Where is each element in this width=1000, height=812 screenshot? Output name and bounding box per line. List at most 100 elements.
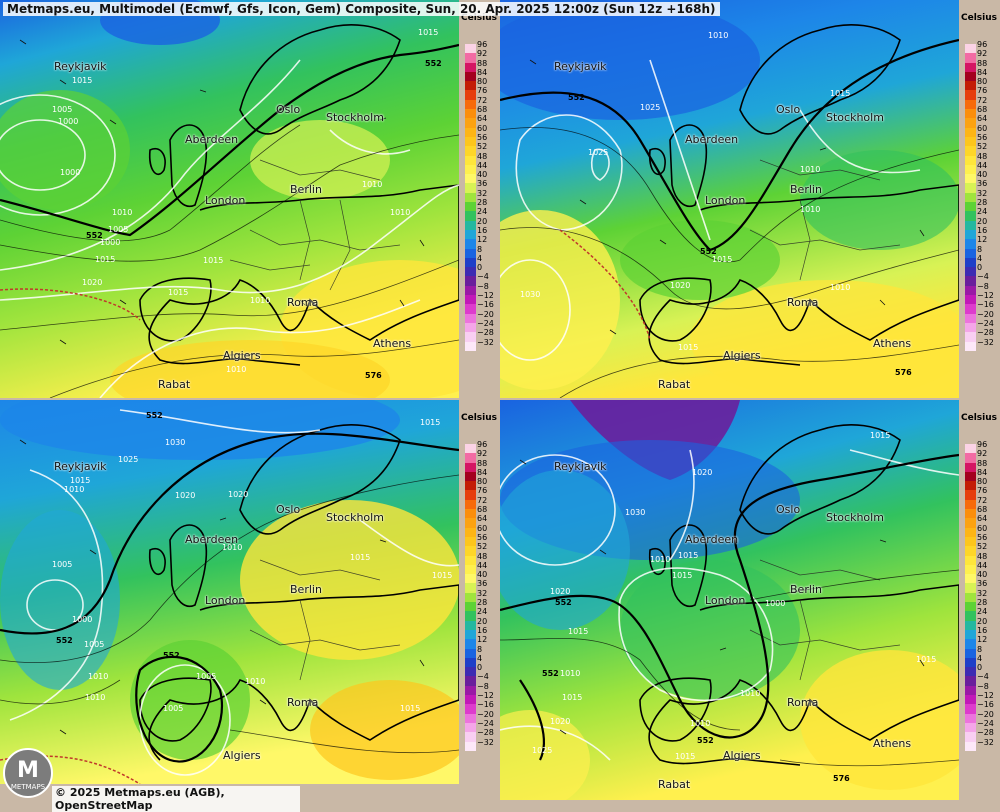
pressure-label: 1025 [118, 455, 138, 464]
legend-tick: 0 [977, 663, 983, 673]
legend-tick: 76 [477, 86, 488, 96]
legend-color-swatch [965, 211, 976, 221]
legend-tick: 88 [977, 458, 988, 468]
legend-tick: 68 [977, 505, 988, 515]
legend-tick: 24 [477, 207, 488, 217]
pressure-label: 1005 [52, 105, 72, 114]
pressure-label: 1030 [625, 508, 645, 517]
geopotential-label: 552 [700, 247, 717, 256]
pressure-label: 1030 [165, 438, 185, 447]
legend-tick: −20 [977, 309, 994, 319]
legend-tick: 64 [977, 514, 988, 524]
pressure-label: 1000 [765, 599, 785, 608]
legend-color-swatch [965, 174, 976, 184]
pressure-label: 1010 [800, 205, 820, 214]
legend-color-swatch [465, 322, 476, 333]
pressure-label: 1010 [112, 208, 132, 217]
legend-color-swatch [965, 713, 976, 723]
legend-tick: 32 [977, 588, 988, 598]
legend-color-swatch [465, 332, 476, 342]
legend-tick: 44 [477, 560, 488, 570]
legend-color-bar [465, 444, 476, 751]
legend-tick: 8 [477, 244, 483, 254]
map-panel-bottom-right[interactable]: 1020 1030 1015 1010 1015 1020 1015 1010 … [500, 400, 959, 800]
legend-color-swatch [465, 583, 476, 593]
legend-tick-labels: 96 92 88 84 80 76 72 68 64 60 56 52 48 44 40 36 32 28 24 20… [977, 40, 994, 347]
legend-tick: 16 [977, 225, 988, 235]
legend-tick: 20 [977, 216, 988, 226]
city-label-stockholm: Stockholm [826, 111, 884, 124]
legend-tick: 48 [977, 551, 988, 561]
legend-color-swatch [465, 499, 476, 510]
legend-tick: −8 [977, 281, 989, 291]
legend-color-swatch [465, 592, 476, 603]
city-label-aberdeen: Aberdeen [685, 133, 739, 146]
legend-tick: 40 [977, 170, 988, 180]
legend-color-swatch [465, 183, 476, 193]
city-label-stockholm: Stockholm [826, 511, 884, 524]
legend-tick: 48 [477, 151, 488, 161]
metmaps-logo[interactable]: M METMAPS [3, 748, 53, 798]
legend-color-swatch [465, 685, 476, 696]
legend-tick: 4 [977, 253, 983, 263]
legend-color-swatch [465, 81, 476, 91]
legend-color-swatch [465, 518, 476, 528]
legend-tick: 0 [477, 263, 483, 273]
pressure-label: 1015 [168, 288, 188, 297]
legend-color-swatch [965, 490, 976, 500]
legend-color-swatch [965, 639, 976, 649]
legend-tick: 0 [477, 663, 483, 673]
legend-color-swatch [465, 555, 476, 565]
weather-map-svg: 1020 1030 1015 1010 1015 1020 1015 1010 … [500, 400, 959, 800]
legend-tick: −24 [477, 718, 494, 728]
legend-color-swatch [965, 583, 976, 593]
city-label-london: London [205, 594, 246, 607]
pressure-label: 1020 [692, 468, 712, 477]
legend-tick: 84 [977, 467, 988, 477]
legend-color-swatch [465, 620, 476, 630]
legend-tick: −32 [977, 337, 994, 347]
pressure-label: 1010 [85, 693, 105, 702]
legend-tick: 52 [477, 542, 488, 552]
legend-color-swatch [965, 574, 976, 584]
map-panel-bottom-left[interactable]: 1030 1015 1025 1010 1005 1000 1020 1020 … [0, 400, 459, 784]
map-panel-top-right[interactable]: 1010 1025 1015 1030 1025 1020 1010 1015 … [500, 0, 959, 398]
legend-color-swatch [465, 657, 476, 668]
legend-color-swatch [965, 341, 976, 351]
city-label-reykjavik: Reykjavik [54, 460, 107, 473]
legend-tick-labels: 96 92 88 84 80 76 72 68 64 60 56 52 48 44 40 36 32 28 24 20… [977, 440, 994, 747]
legend-tick: 4 [477, 253, 483, 263]
legend-color-swatch [965, 295, 976, 305]
city-label-reykjavik: Reykjavik [554, 460, 607, 473]
legend-tick: −16 [977, 700, 994, 710]
legend-color-swatch [465, 248, 476, 258]
legend-color-swatch [965, 741, 976, 751]
map-panel-top-left[interactable]: 1015 1005 1000 1000 1010 1005 1000 1015 … [0, 0, 459, 398]
legend-color-swatch [465, 285, 476, 296]
legend-color-swatch [465, 239, 476, 249]
legend-color-swatch [965, 602, 976, 612]
legend-color-swatch [465, 574, 476, 584]
legend-tick: −16 [977, 300, 994, 310]
legend-color-swatch [965, 109, 976, 119]
legend-tick: 84 [477, 467, 488, 477]
legend-color-swatch [465, 99, 476, 110]
legend-color-swatch [965, 322, 976, 333]
legend-tick: 76 [977, 86, 988, 96]
legend-color-swatch [465, 304, 476, 314]
legend-tick: −4 [477, 272, 489, 282]
legend-color-swatch [465, 462, 476, 472]
pressure-label: 1015 [420, 418, 440, 427]
legend-tick: −32 [477, 737, 494, 747]
pressure-label: 1020 [670, 281, 690, 290]
legend-color-swatch [965, 685, 976, 696]
pressure-label: 1015 [830, 89, 850, 98]
legend-color-bar [465, 44, 476, 351]
legend-color-swatch [965, 667, 976, 677]
pressure-label: 1015 [432, 571, 452, 580]
temperature-legend-top-right: Celsius 96 92 88 84 80 76 72 68 64 60 56 52 48 44 40 36… [959, 0, 1000, 398]
legend-unit: Celsius [461, 413, 497, 423]
legend-color-swatch [465, 44, 476, 54]
legend-tick: 92 [477, 449, 488, 459]
legend-color-swatch [465, 62, 476, 72]
